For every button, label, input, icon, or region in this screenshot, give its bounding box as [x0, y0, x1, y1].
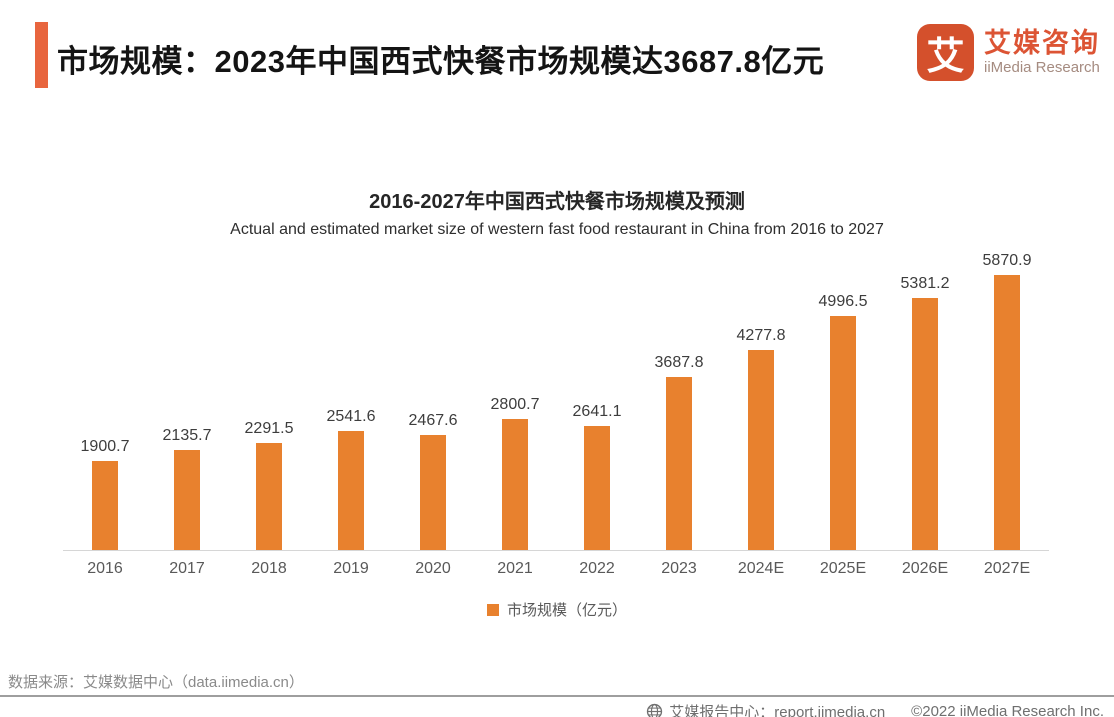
bar-chart-plot: 1900.7 2135.7 2291.5 2541.6 2467.6 2800.7 2641…	[64, 250, 1048, 550]
bar-group: 5381.2	[884, 275, 966, 550]
x-axis-label: 2026E	[901, 560, 949, 577]
market-size-bar	[994, 275, 1020, 550]
market-size-bar	[420, 434, 446, 550]
market-size-bar	[92, 461, 118, 550]
copyright-text: ©2022 iiMedia Research Inc.	[911, 703, 1104, 717]
bar-group: 2291.5	[228, 420, 310, 550]
bar-value-label: 2800.7	[490, 395, 540, 413]
chart-legend: 市场规模（亿元）	[0, 599, 1114, 620]
x-axis-label: 2025E	[819, 560, 867, 577]
market-size-bar	[502, 418, 528, 550]
bar-value-label: 1900.7	[80, 438, 130, 455]
page-title: 市场规模：2023年中国西式快餐市场规模达3687.8亿元	[57, 44, 825, 79]
x-axis-label: 2023	[661, 560, 697, 577]
data-source-note: 数据来源：艾媒数据中心（data.iimedia.cn）	[8, 674, 304, 691]
market-size-bar	[174, 450, 200, 550]
x-axis-label: 2021	[497, 560, 533, 577]
market-size-bar	[912, 298, 938, 550]
iimedia-logo-icon: 艾	[917, 24, 974, 81]
footer-divider	[0, 695, 1114, 697]
report-center-link[interactable]: 艾媒报告中心：report.iimedia.cn	[669, 704, 886, 717]
bar-group: 2800.7	[474, 396, 556, 550]
footer-bar: 艾媒报告中心：report.iimedia.cn ©2022 iiMedia R…	[646, 701, 1104, 717]
market-size-bar	[830, 316, 856, 550]
bar-group: 2467.6	[392, 411, 474, 550]
bar-group: 2641.1	[556, 403, 638, 550]
bar-value-label: 2641.1	[572, 403, 622, 421]
bar-value-label: 4277.8	[736, 326, 786, 344]
x-axis-label: 2019	[333, 560, 369, 577]
market-size-bar	[584, 426, 610, 550]
bar-value-label: 4996.5	[818, 293, 868, 311]
market-size-bar	[666, 377, 692, 550]
x-axis-label: 2016	[87, 560, 123, 577]
bar-value-label: 2467.6	[408, 411, 458, 429]
x-axis-label: 2020	[415, 560, 451, 577]
x-axis-line	[63, 550, 1049, 551]
bar-group: 4996.5	[802, 293, 884, 550]
chart-subtitle: Actual and estimated market size of west…	[230, 221, 884, 238]
bar-value-label: 2135.7	[162, 427, 212, 444]
bar-value-label: 2541.6	[326, 408, 376, 426]
iimedia-logo: 艾 艾媒咨询 iiMedia Research	[917, 24, 1100, 81]
x-axis-label: 2022	[579, 560, 615, 577]
chart-title: 2016-2027年中国西式快餐市场规模及预测	[369, 191, 745, 213]
bar-value-label: 5381.2	[900, 275, 950, 293]
market-size-bar	[256, 442, 282, 550]
market-size-bar	[338, 431, 364, 550]
x-axis-label: 2024E	[737, 560, 785, 577]
bar-value-label: 5870.9	[982, 252, 1032, 270]
x-axis-labels: 2016 2017 2018 2019 2020 2021 2022 2023 2024E 202…	[64, 560, 1048, 578]
logo-name-en: iiMedia Research	[984, 59, 1100, 77]
bar-value-label: 2291.5	[244, 419, 294, 437]
legend-swatch	[486, 603, 499, 616]
market-size-bar	[748, 349, 774, 550]
bar-group: 1900.7	[64, 438, 146, 550]
bar-group: 2541.6	[310, 408, 392, 550]
bar-group: 5870.9	[966, 252, 1048, 550]
bar-value-label: 3687.8	[654, 354, 704, 372]
bar-group: 3687.8	[638, 354, 720, 550]
title-accent-bar	[35, 22, 48, 88]
legend-label: 市场规模（亿元）	[506, 602, 627, 619]
bar-group: 2135.7	[146, 427, 228, 550]
x-axis-label: 2027E	[983, 560, 1031, 577]
logo-text: 艾媒咨询 iiMedia Research	[984, 29, 1100, 76]
x-axis-label: 2017	[169, 560, 205, 577]
x-axis-label: 2018	[251, 560, 287, 577]
globe-icon	[647, 703, 663, 717]
bar-group: 4277.8	[720, 327, 802, 550]
logo-name-cn: 艾媒咨询	[984, 27, 1100, 58]
